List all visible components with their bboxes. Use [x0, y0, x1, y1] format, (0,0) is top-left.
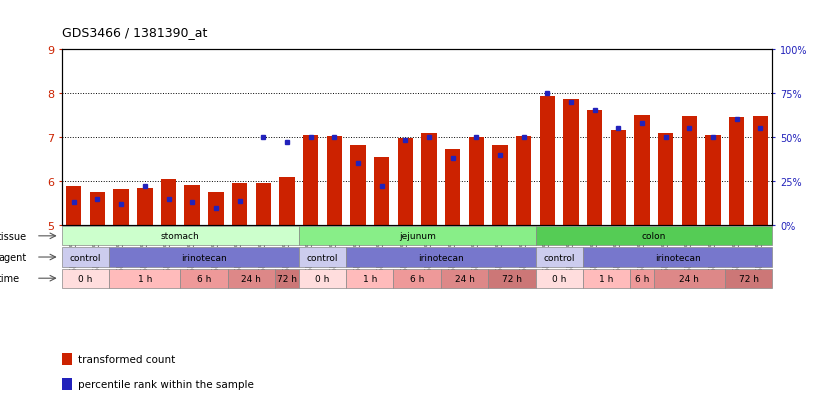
- Text: 72 h: 72 h: [502, 274, 522, 283]
- Bar: [393, 269, 441, 288]
- Bar: [90, 193, 105, 225]
- Bar: [62, 227, 299, 246]
- Bar: [303, 135, 318, 225]
- Text: transformed count: transformed count: [78, 354, 176, 364]
- Text: 6 h: 6 h: [197, 274, 211, 283]
- Bar: [299, 248, 346, 267]
- Bar: [184, 185, 200, 225]
- Bar: [109, 248, 299, 267]
- Text: stomach: stomach: [161, 232, 200, 241]
- Bar: [299, 269, 346, 288]
- Text: 72 h: 72 h: [277, 274, 297, 283]
- Bar: [705, 135, 721, 225]
- Bar: [630, 269, 654, 288]
- Text: irinotecan: irinotecan: [181, 253, 227, 262]
- Bar: [109, 269, 180, 288]
- Bar: [299, 227, 535, 246]
- Bar: [255, 184, 271, 225]
- Text: control: control: [544, 253, 575, 262]
- Bar: [346, 269, 393, 288]
- Bar: [228, 269, 275, 288]
- Text: time: time: [0, 273, 20, 283]
- Bar: [161, 180, 176, 225]
- Bar: [634, 116, 650, 225]
- Bar: [563, 100, 579, 225]
- Bar: [535, 227, 772, 246]
- Text: jejunum: jejunum: [399, 232, 435, 241]
- Bar: [583, 269, 630, 288]
- Bar: [279, 177, 295, 225]
- Bar: [535, 269, 583, 288]
- Text: 72 h: 72 h: [738, 274, 758, 283]
- Bar: [350, 145, 366, 225]
- Text: 6 h: 6 h: [410, 274, 425, 283]
- Text: 6 h: 6 h: [635, 274, 649, 283]
- Bar: [180, 269, 228, 288]
- Text: tissue: tissue: [0, 231, 27, 241]
- Text: irinotecan: irinotecan: [655, 253, 700, 262]
- Bar: [535, 248, 583, 267]
- Bar: [397, 138, 413, 225]
- Bar: [326, 137, 342, 225]
- Text: 24 h: 24 h: [241, 274, 261, 283]
- Text: control: control: [306, 253, 338, 262]
- Bar: [610, 131, 626, 225]
- Text: colon: colon: [642, 232, 666, 241]
- Bar: [681, 116, 697, 225]
- Bar: [583, 248, 772, 267]
- Text: 0 h: 0 h: [552, 274, 567, 283]
- Bar: [275, 269, 299, 288]
- Text: control: control: [70, 253, 102, 262]
- Bar: [421, 134, 437, 225]
- Text: 0 h: 0 h: [316, 274, 330, 283]
- Bar: [62, 248, 109, 267]
- Text: 1 h: 1 h: [363, 274, 377, 283]
- Bar: [374, 157, 389, 225]
- Text: irinotecan: irinotecan: [418, 253, 463, 262]
- Bar: [725, 269, 772, 288]
- Bar: [208, 193, 224, 225]
- Bar: [66, 186, 82, 225]
- Text: 1 h: 1 h: [138, 274, 152, 283]
- Bar: [539, 97, 555, 225]
- Text: percentile rank within the sample: percentile rank within the sample: [78, 379, 254, 389]
- Text: 24 h: 24 h: [454, 274, 474, 283]
- Bar: [113, 190, 129, 225]
- Bar: [654, 269, 725, 288]
- Bar: [492, 145, 508, 225]
- Bar: [587, 110, 602, 225]
- Bar: [445, 150, 460, 225]
- Bar: [729, 118, 744, 225]
- Bar: [232, 184, 247, 225]
- Text: 1 h: 1 h: [600, 274, 614, 283]
- Text: 24 h: 24 h: [680, 274, 700, 283]
- Bar: [441, 269, 488, 288]
- Text: 0 h: 0 h: [78, 274, 93, 283]
- Bar: [468, 138, 484, 225]
- Bar: [516, 137, 531, 225]
- Bar: [346, 248, 535, 267]
- Bar: [752, 116, 768, 225]
- Bar: [137, 188, 153, 225]
- Bar: [488, 269, 535, 288]
- Bar: [658, 134, 673, 225]
- Text: agent: agent: [0, 252, 26, 262]
- Text: GDS3466 / 1381390_at: GDS3466 / 1381390_at: [62, 26, 207, 39]
- Bar: [62, 269, 109, 288]
